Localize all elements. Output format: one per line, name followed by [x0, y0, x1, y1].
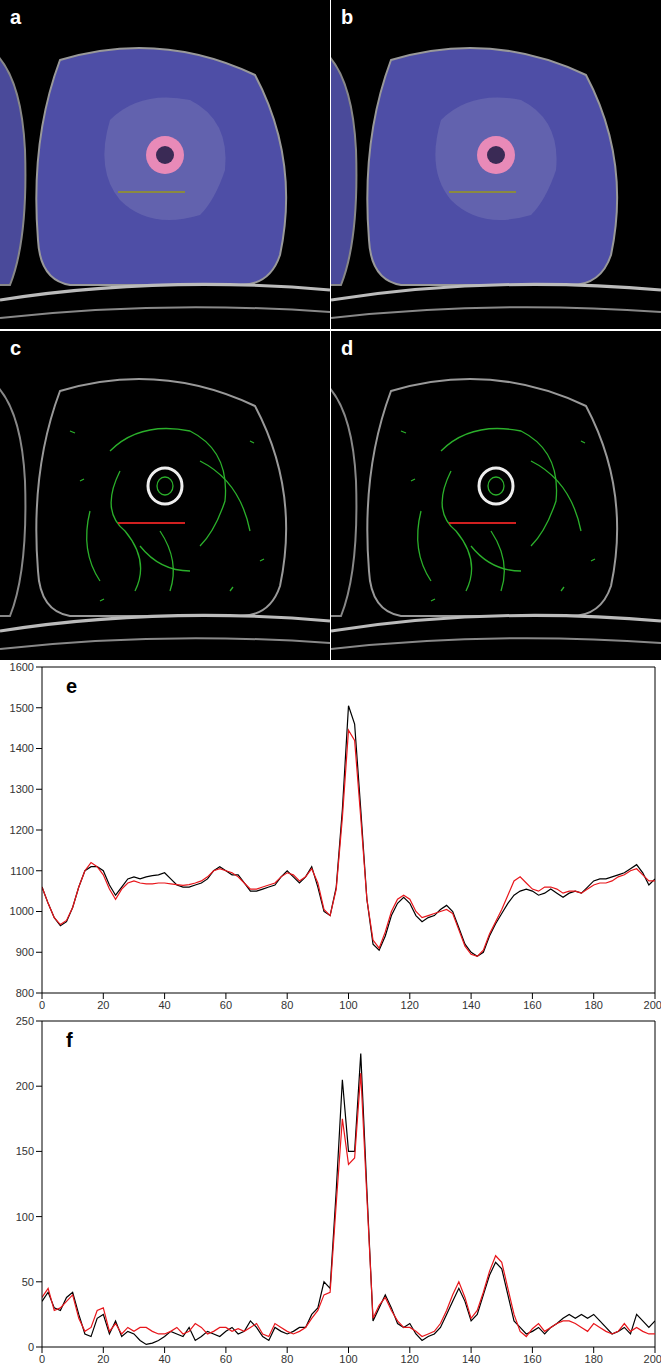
html-text:f: f	[66, 1029, 73, 1051]
svg-text:40: 40	[158, 999, 170, 1011]
svg-text:180: 180	[585, 1353, 603, 1365]
svg-text:200: 200	[644, 999, 661, 1011]
svg-text:120: 120	[401, 999, 419, 1011]
svg-text:900: 900	[16, 946, 34, 958]
svg-text:1200: 1200	[10, 824, 34, 836]
svg-text:20: 20	[97, 1353, 109, 1365]
svg-text:60: 60	[220, 1353, 232, 1365]
svg-text:80: 80	[281, 999, 293, 1011]
svg-text:140: 140	[462, 999, 480, 1011]
svg-text:50: 50	[22, 1276, 34, 1288]
svg-text:1100: 1100	[10, 865, 34, 877]
svg-text:100: 100	[339, 999, 357, 1011]
svg-text:80: 80	[281, 1353, 293, 1365]
svg-text:1300: 1300	[10, 783, 34, 795]
svg-text:800: 800	[16, 987, 34, 999]
svg-text:160: 160	[523, 999, 541, 1011]
svg-text:200: 200	[644, 1353, 661, 1365]
svg-text:120: 120	[401, 1353, 419, 1365]
svg-text:1600: 1600	[10, 661, 34, 673]
svg-text:1400: 1400	[10, 742, 34, 754]
svg-text:20: 20	[97, 999, 109, 1011]
svg-text:1000: 1000	[10, 905, 34, 917]
svg-text:a: a	[10, 6, 22, 28]
svg-text:100: 100	[16, 1211, 34, 1223]
svg-text:0: 0	[39, 1353, 45, 1365]
svg-text:100: 100	[339, 1353, 357, 1365]
svg-text:150: 150	[16, 1145, 34, 1157]
svg-text:0: 0	[28, 1341, 34, 1353]
svg-text:b: b	[341, 6, 353, 28]
svg-text:180: 180	[585, 999, 603, 1011]
html-text:e: e	[66, 675, 78, 697]
svg-text:140: 140	[462, 1353, 480, 1365]
svg-text:200: 200	[16, 1080, 34, 1092]
svg-text:1500: 1500	[10, 702, 34, 714]
svg-text:d: d	[341, 337, 353, 359]
svg-text:c: c	[10, 337, 21, 359]
svg-text:160: 160	[523, 1353, 541, 1365]
svg-text:250: 250	[16, 1015, 34, 1027]
svg-text:0: 0	[39, 999, 45, 1011]
svg-text:60: 60	[220, 999, 232, 1011]
svg-text:40: 40	[158, 1353, 170, 1365]
